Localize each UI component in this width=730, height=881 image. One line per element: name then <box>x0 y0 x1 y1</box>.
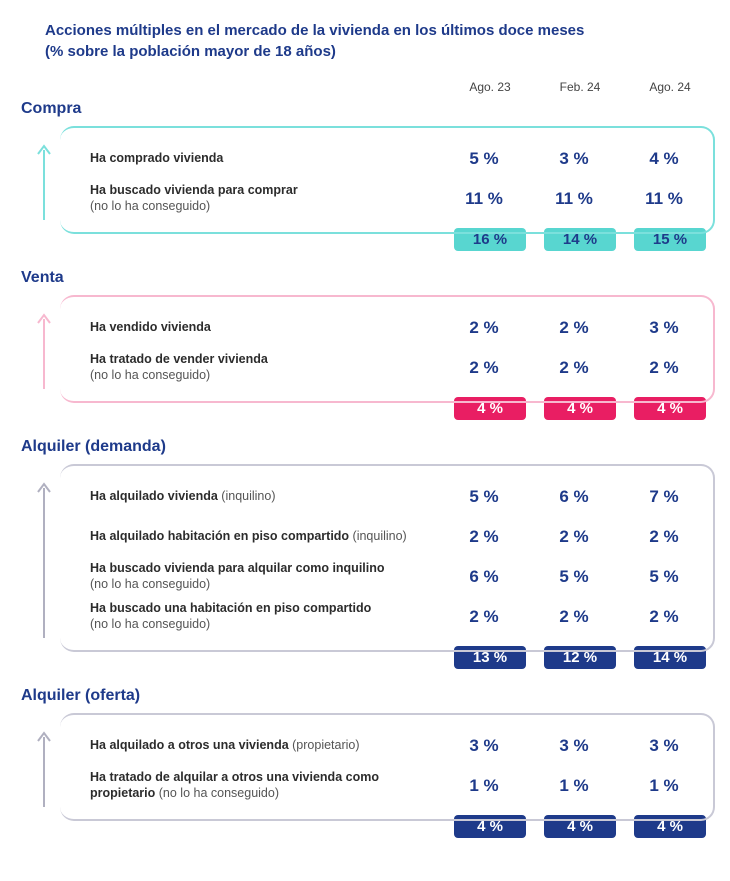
value-cell: 11 % <box>439 189 529 209</box>
value-cell: 3 % <box>619 736 709 756</box>
table-row: Ha comprado vivienda5 %3 %4 % <box>90 142 709 176</box>
value-cell: 5 % <box>619 567 709 587</box>
value-cell: 3 % <box>529 736 619 756</box>
value-cell: 2 % <box>619 527 709 547</box>
value-cell: 2 % <box>529 358 619 378</box>
panel-alq_oferta: Ha alquilado a otros una vivienda (propi… <box>60 713 715 821</box>
value-cell: 2 % <box>529 527 619 547</box>
section-title-alq_oferta: Alquiler (oferta) <box>21 687 715 705</box>
row-label: Ha alquilado vivienda (inquilino) <box>90 489 439 505</box>
value-cell: 2 % <box>619 607 709 627</box>
row-label: Ha buscado vivienda para alquilar como i… <box>90 561 439 592</box>
section-title-venta: Venta <box>21 269 715 287</box>
value-cell: 2 % <box>439 318 529 338</box>
row-label: Ha alquilado a otros una vivienda (propi… <box>90 738 439 754</box>
column-header: Ago. 23 <box>445 80 535 94</box>
value-cell: 1 % <box>619 776 709 796</box>
value-cell: 5 % <box>529 567 619 587</box>
value-cell: 6 % <box>439 567 529 587</box>
value-cell: 7 % <box>619 487 709 507</box>
panel-compra: Ha comprado vivienda5 %3 %4 % Ha buscado … <box>60 126 715 234</box>
section-title-alq_demanda: Alquiler (demanda) <box>21 438 715 456</box>
value-cell: 2 % <box>439 527 529 547</box>
value-cell: 11 % <box>619 189 709 209</box>
value-cell: 4 % <box>619 149 709 169</box>
table-row: Ha alquilado a otros una vivienda (propi… <box>90 729 709 763</box>
table-row: Ha buscado una habitación en piso compar… <box>90 600 709 634</box>
table-row: Ha buscado vivienda para alquilar como i… <box>90 560 709 594</box>
row-label: Ha tratado de vender vivienda(no lo ha c… <box>90 352 439 383</box>
table-row: Ha vendido vivienda2 %2 %3 % <box>90 311 709 345</box>
value-cell: 11 % <box>529 189 619 209</box>
row-label: Ha buscado vivienda para comprar(no lo h… <box>90 183 439 214</box>
panel-alq_demanda: Ha alquilado vivienda (inquilino)5 %6 %7… <box>60 464 715 652</box>
table-row: Ha buscado vivienda para comprar(no lo h… <box>90 182 709 216</box>
value-cell: 3 % <box>439 736 529 756</box>
value-cell: 5 % <box>439 149 529 169</box>
value-cell: 5 % <box>439 487 529 507</box>
column-headers: Ago. 23Feb. 24Ago. 24 <box>95 80 715 94</box>
bracket-arrow-icon <box>35 476 53 640</box>
bracket-arrow-icon <box>35 307 53 391</box>
row-label: Ha tratado de alquilar a otros una vivie… <box>90 770 439 801</box>
column-header: Feb. 24 <box>535 80 625 94</box>
bracket-arrow-icon <box>35 725 53 809</box>
value-cell: 3 % <box>619 318 709 338</box>
value-cell: 1 % <box>439 776 529 796</box>
value-cell: 3 % <box>529 149 619 169</box>
column-header: Ago. 24 <box>625 80 715 94</box>
row-label: Ha alquilado habitación en piso comparti… <box>90 529 439 545</box>
value-cell: 2 % <box>619 358 709 378</box>
value-cell: 2 % <box>529 318 619 338</box>
value-cell: 1 % <box>529 776 619 796</box>
value-cell: 6 % <box>529 487 619 507</box>
value-cell: 2 % <box>439 358 529 378</box>
row-label: Ha vendido vivienda <box>90 320 439 336</box>
panel-venta: Ha vendido vivienda2 %2 %3 %Ha tratado d… <box>60 295 715 403</box>
row-label: Ha comprado vivienda <box>90 151 439 167</box>
section-title-compra: Compra <box>21 100 715 118</box>
value-cell: 2 % <box>439 607 529 627</box>
table-row: Ha tratado de alquilar a otros una vivie… <box>90 769 709 803</box>
row-label: Ha buscado una habitación en piso compar… <box>90 601 439 632</box>
title-line1: Acciones múltiples en el mercado de la v… <box>45 22 584 39</box>
table-row: Ha alquilado habitación en piso comparti… <box>90 520 709 554</box>
table-row: Ha tratado de vender vivienda(no lo ha c… <box>90 351 709 385</box>
bracket-arrow-icon <box>35 138 53 222</box>
value-cell: 2 % <box>529 607 619 627</box>
table-row: Ha alquilado vivienda (inquilino)5 %6 %7… <box>90 480 709 514</box>
title-line2: (% sobre la población mayor de 18 años) <box>45 43 336 60</box>
chart-title: Acciones múltiples en el mercado de la v… <box>45 20 715 62</box>
